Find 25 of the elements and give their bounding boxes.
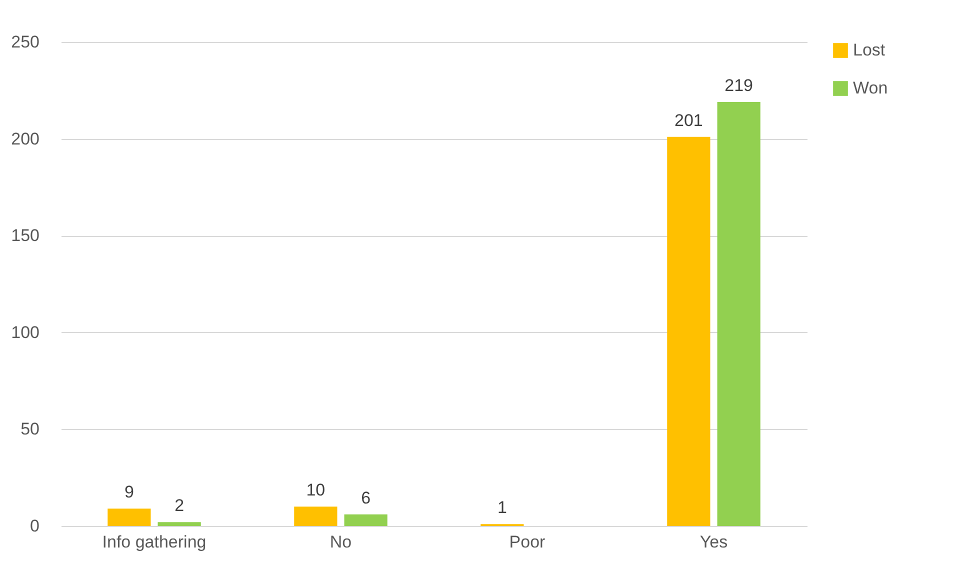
x-tick-label: No: [330, 532, 352, 552]
bar: [158, 522, 201, 526]
data-label: 6: [361, 488, 371, 508]
data-label: 219: [724, 76, 754, 96]
x-tick-label: Poor: [509, 532, 546, 552]
legend-label: Lost: [853, 40, 886, 60]
x-tick-label: Yes: [700, 532, 728, 552]
bar: [108, 508, 151, 526]
bar: [344, 514, 388, 526]
bar: [294, 506, 338, 526]
y-tick-label: 50: [20, 420, 40, 439]
bar: [717, 102, 760, 526]
y-tick-label: 100: [11, 322, 40, 342]
x-tick-label: Info gathering: [102, 532, 206, 552]
data-label: 1: [497, 498, 507, 518]
data-label: 201: [674, 110, 703, 130]
y-tick-label: 0: [30, 516, 40, 536]
data-label: 10: [306, 480, 326, 500]
y-tick-label: 250: [11, 32, 40, 52]
data-label: 2: [174, 496, 184, 516]
legend-label: Won: [853, 78, 888, 98]
bar: [667, 136, 710, 526]
y-tick-label: 200: [11, 129, 40, 148]
y-tick-label: 150: [11, 226, 40, 246]
data-label: 9: [124, 482, 134, 502]
